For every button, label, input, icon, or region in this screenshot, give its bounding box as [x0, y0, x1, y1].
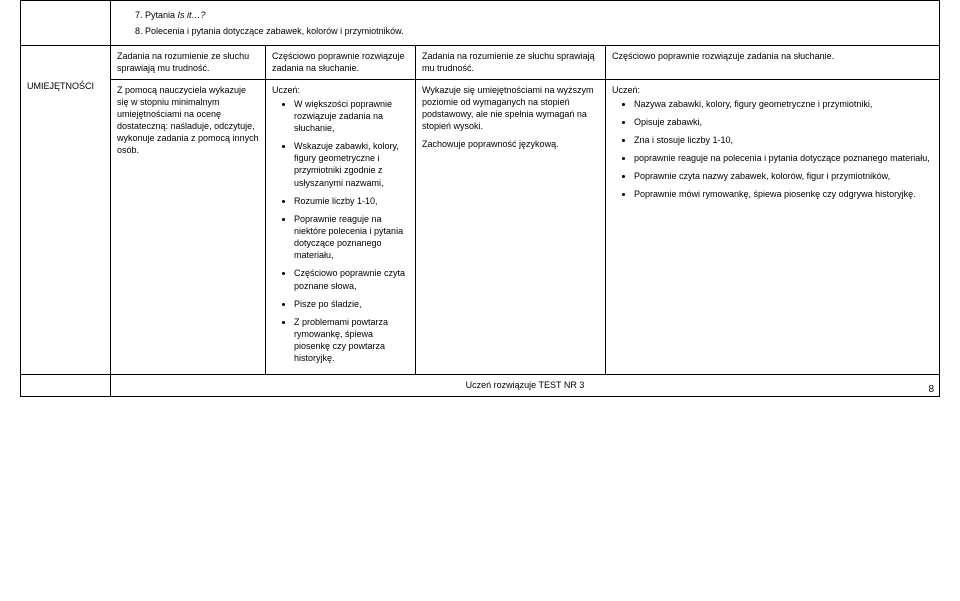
page: Pytania Is it…? Polecenia i pytania dotyc… [0, 0, 960, 397]
r2c5: Uczeń: Nazywa zabawki, kolory, figury ge… [606, 79, 940, 375]
top-list-item: Polecenia i pytania dotyczące zabawek, k… [145, 25, 933, 37]
r2c4-p1: Wykazuje się umiejętnościami na wyższym … [422, 84, 599, 133]
list-item: Rozumie liczby 1-10, [294, 195, 409, 207]
r2c5-list: Nazywa zabawki, kolory, figury geometryc… [612, 98, 933, 201]
r1c3: Częściowo poprawnie rozwiązuje zadania n… [266, 46, 416, 79]
r1c4: Zadania na rozumienie ze słuchu sprawiaj… [416, 46, 606, 79]
main-table: Pytania Is it…? Polecenia i pytania dotyc… [20, 0, 940, 397]
page-number: 8 [928, 384, 934, 395]
r2c3: Uczeń: W większości poprawnie rozwiązuje… [266, 79, 416, 375]
top-row-content: Pytania Is it…? Polecenia i pytania dotyc… [111, 1, 940, 46]
list-item: Z problemami powtarza rymowankę, śpiewa … [294, 316, 409, 365]
r2c2: Z pomocą nauczyciela wykazuje się w stop… [111, 79, 266, 375]
test-row: Uczeń rozwiązuje TEST NR 3 [21, 375, 940, 396]
r2c3-lead: Uczeń: [272, 84, 409, 96]
list-item: Pisze po śladzie, [294, 298, 409, 310]
list-item: Wskazuje zabawki, kolory, figury geometr… [294, 140, 409, 189]
test-row-label [21, 375, 111, 396]
list-item: Opisuje zabawki, [634, 116, 933, 128]
skills-row-2: Z pomocą nauczyciela wykazuje się w stop… [21, 79, 940, 375]
row-label: UMIEJĘTNOŚCI [27, 80, 104, 92]
list-item: Zna i stosuje liczby 1-10, [634, 134, 933, 146]
list-item: Częściowo poprawnie czyta poznane słowa, [294, 267, 409, 291]
list-item: Poprawnie mówi rymowankę, śpiewa piosenk… [634, 188, 933, 200]
list-item: Poprawnie czyta nazwy zabawek, kolorów, … [634, 170, 933, 182]
r2c3-list: W większości poprawnie rozwiązuje zadani… [272, 98, 409, 365]
list-item: Nazywa zabawki, kolory, figury geometryc… [634, 98, 933, 110]
r2c5-lead: Uczeń: [612, 84, 933, 96]
r2c4: Wykazuje się umiejętnościami na wyższym … [416, 79, 606, 375]
list-item: W większości poprawnie rozwiązuje zadani… [294, 98, 409, 134]
r2c4-p2: Zachowuje poprawność językową. [422, 138, 599, 150]
skills-row-1: UMIEJĘTNOŚCI Zadania na rozumienie ze sł… [21, 46, 940, 79]
r1c2: Zadania na rozumienie ze słuchu sprawiaj… [111, 46, 266, 79]
top-row-label [21, 1, 111, 46]
top-row: Pytania Is it…? Polecenia i pytania dotyc… [21, 1, 940, 46]
row-label-cell: UMIEJĘTNOŚCI [21, 46, 111, 375]
list-item: Poprawnie reaguje na niektóre polecenia … [294, 213, 409, 262]
list-item: poprawnie reaguje na polecenia i pytania… [634, 152, 933, 164]
test-row-text: Uczeń rozwiązuje TEST NR 3 [111, 375, 940, 396]
top-list-item: Pytania Is it…? [145, 9, 933, 21]
r1c5: Częściowo poprawnie rozwiązuje zadania n… [606, 46, 940, 79]
top-list: Pytania Is it…? Polecenia i pytania dotyc… [117, 9, 933, 37]
